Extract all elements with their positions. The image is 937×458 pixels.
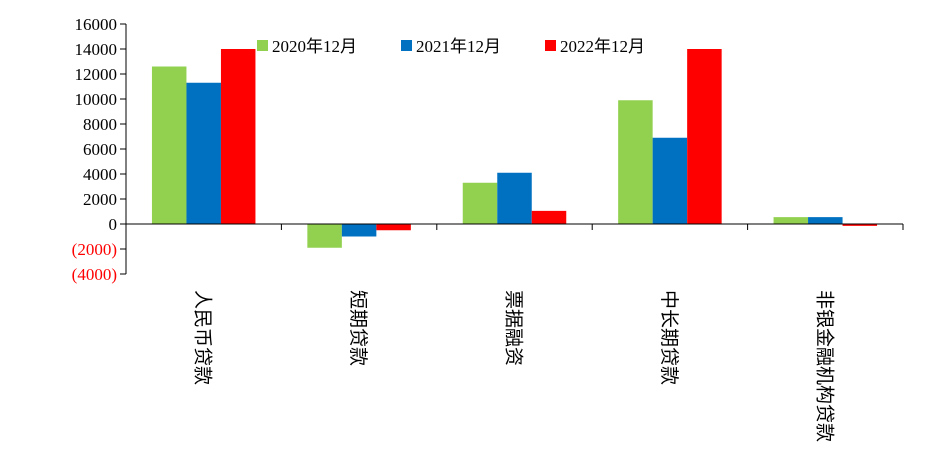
bar xyxy=(618,100,653,224)
category-label: 短期贷款 xyxy=(347,290,369,366)
bar xyxy=(652,137,688,224)
bars xyxy=(151,49,878,248)
category-label: 非银金融机构贷款 xyxy=(813,290,835,442)
category-label: 票据融资 xyxy=(503,290,525,366)
y-tick-label: 6000 xyxy=(83,140,117,159)
x-axis: 人民币贷款 短期贷款 票据融资 中长期贷款 非银金融机构贷款 xyxy=(125,223,904,442)
bar xyxy=(773,217,809,224)
y-tick-label: 16000 xyxy=(75,15,118,34)
bar xyxy=(376,224,411,231)
y-axis: (4000) (2000) 0 2000 4000 6000 8000 10000 12000 1… xyxy=(72,15,127,284)
legend-label: 2022年12月 xyxy=(560,37,645,56)
bar xyxy=(151,66,187,224)
y-tick-label: 0 xyxy=(109,215,118,234)
bar xyxy=(341,224,377,237)
legend-swatch xyxy=(257,40,268,51)
legend-label: 2021年12月 xyxy=(416,37,501,56)
category-label: 人民币贷款 xyxy=(192,290,214,385)
y-tick-label: (4000) xyxy=(72,265,117,284)
bar xyxy=(531,210,567,224)
legend-swatch xyxy=(401,40,412,51)
category-label: 中长期贷款 xyxy=(658,290,680,385)
bar xyxy=(497,172,532,224)
bar xyxy=(842,224,878,226)
bar xyxy=(808,217,843,224)
y-tick-label: (2000) xyxy=(72,240,117,259)
y-tick-label: 12000 xyxy=(75,65,118,84)
legend-swatch xyxy=(545,40,556,51)
bar xyxy=(220,49,256,224)
legend: 2020年12月 2021年12月 2022年12月 xyxy=(257,37,645,56)
y-tick-label: 4000 xyxy=(83,165,117,184)
bar xyxy=(462,182,498,224)
bar xyxy=(186,82,221,224)
y-tick-label: 10000 xyxy=(75,90,118,109)
bar xyxy=(307,224,342,248)
bar xyxy=(687,49,722,224)
y-tick-label: 2000 xyxy=(83,190,117,209)
y-tick-label: 14000 xyxy=(75,40,118,59)
legend-label: 2020年12月 xyxy=(272,37,357,56)
y-tick-label: 8000 xyxy=(83,115,117,134)
